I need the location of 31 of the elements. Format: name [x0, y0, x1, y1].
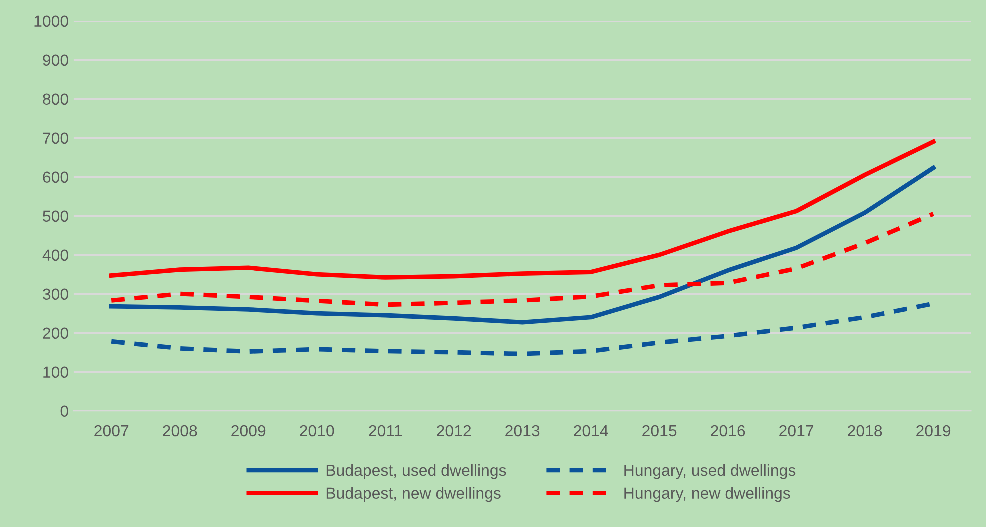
x-tick-label: 2010 [300, 425, 334, 437]
x-tick-label: 2014 [574, 425, 608, 437]
line-series [109, 166, 936, 325]
y-tick-label: 300 [43, 288, 68, 300]
y-tick-label: 900 [43, 54, 68, 66]
y-tick-label: 700 [43, 132, 68, 144]
x-tick-label: 2012 [437, 425, 472, 437]
y-tick-label: 600 [43, 172, 68, 184]
x-tick-label: 2015 [642, 425, 677, 437]
y-tick-label: 800 [43, 94, 68, 106]
x-tick-label: 2011 [369, 425, 402, 437]
x-tick-label: 2007 [94, 425, 129, 437]
legend-label: Hungary, new dwellings [624, 487, 790, 502]
x-tick-label: 2013 [506, 425, 540, 437]
x-tick-label: 2008 [163, 425, 198, 437]
line-series [109, 212, 936, 308]
y-tick-label: 0 [60, 406, 68, 418]
x-tick-label: 2009 [232, 425, 266, 437]
line-series [109, 140, 936, 280]
legend-label: Budapest, new dwellings [326, 487, 501, 502]
legend-label: Budapest, used dwellings [326, 464, 506, 480]
y-tick-label: 100 [44, 366, 68, 378]
x-tick-label: 2017 [780, 425, 814, 437]
y-tick-label: 400 [42, 250, 68, 262]
y-tick-label: 500 [43, 210, 68, 222]
legend-label: Hungary, used dwellings [624, 464, 796, 480]
x-tick-label: 2016 [711, 425, 746, 437]
y-tick-label: 200 [43, 328, 68, 340]
y-tick-label: 1000 [34, 16, 68, 28]
x-tick-label: 2019 [916, 425, 951, 437]
x-tick-label: 2018 [848, 425, 882, 437]
